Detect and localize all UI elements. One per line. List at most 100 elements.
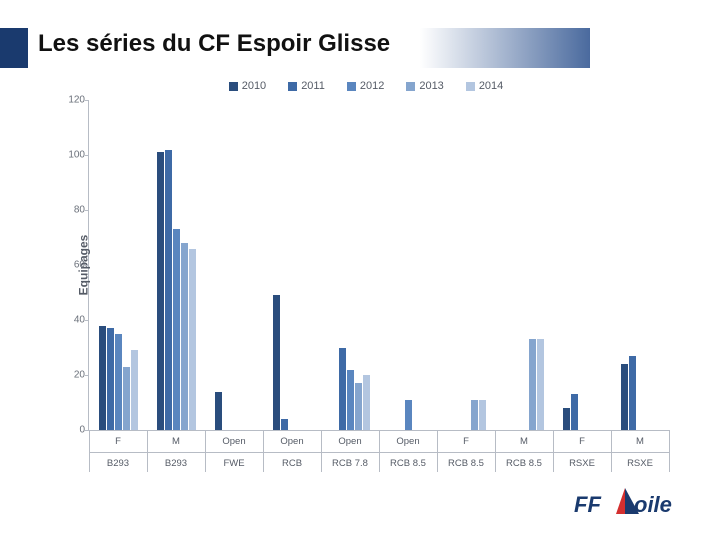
- legend-swatch: [229, 82, 238, 91]
- x-sub-tick: [611, 452, 612, 472]
- x-tick: [147, 430, 148, 452]
- x-category-label: F: [579, 436, 585, 447]
- y-tick-mark: [85, 100, 89, 101]
- y-tick-label: 0: [63, 425, 85, 436]
- x-tick: [495, 430, 496, 452]
- x-tick: [669, 430, 670, 452]
- x-category-label: Open: [396, 436, 419, 447]
- legend-label: 2012: [360, 80, 384, 92]
- bar-group: [93, 326, 143, 431]
- bar: [339, 348, 346, 431]
- x-tick: [89, 430, 90, 452]
- plot-area: Equipages 020406080100120FMOpenOpenOpenO…: [88, 100, 669, 431]
- x-category-label: M: [172, 436, 180, 447]
- bar: [181, 243, 188, 430]
- legend-item: 2013: [406, 80, 443, 92]
- x-sub-label: RCB 7.8: [332, 458, 368, 469]
- y-tick-label: 60: [63, 260, 85, 271]
- y-tick-label: 80: [63, 205, 85, 216]
- x-sub-tick: [205, 452, 206, 472]
- ffvoile-logo: FF oile: [574, 488, 694, 526]
- legend-swatch: [466, 82, 475, 91]
- x-category-label: Open: [280, 436, 303, 447]
- x-category-label: M: [520, 436, 528, 447]
- bar: [173, 229, 180, 430]
- y-tick-label: 120: [63, 95, 85, 106]
- legend-item: 2011: [288, 80, 325, 92]
- bar-group: [499, 339, 549, 430]
- x-tick: [379, 430, 380, 452]
- y-tick-label: 20: [63, 370, 85, 381]
- y-tick-mark: [85, 265, 89, 266]
- bar: [529, 339, 536, 430]
- x-category-label: Open: [222, 436, 245, 447]
- x-sub-label: RSXE: [569, 458, 595, 469]
- bar: [165, 150, 172, 431]
- legend-item: 2010: [229, 80, 266, 92]
- x-category-label: F: [115, 436, 121, 447]
- title-stripe: [0, 28, 28, 68]
- bar: [405, 400, 412, 430]
- x-sub-label: RCB 8.5: [448, 458, 484, 469]
- bar: [563, 408, 570, 430]
- x-sub-tick: [495, 452, 496, 472]
- bar: [131, 350, 138, 430]
- x-category-label: M: [636, 436, 644, 447]
- x-sub-label: RCB 8.5: [390, 458, 426, 469]
- bar: [281, 419, 288, 430]
- x-sub-tick: [147, 452, 148, 472]
- bar: [479, 400, 486, 430]
- legend-item: 2012: [347, 80, 384, 92]
- bar: [621, 364, 628, 430]
- logo-text-right: oile: [634, 492, 672, 518]
- slide-title: Les séries du CF Espoir Glisse: [38, 30, 390, 58]
- legend-swatch: [406, 82, 415, 91]
- x-tick: [611, 430, 612, 452]
- x-sub-label: RCB 8.5: [506, 458, 542, 469]
- legend: 2010 2011 2012 2013 2014: [56, 80, 676, 92]
- y-tick-label: 100: [63, 150, 85, 161]
- x-sub-tick: [321, 452, 322, 472]
- legend-label: 2013: [419, 80, 443, 92]
- legend-label: 2014: [479, 80, 503, 92]
- legend-label: 2011: [301, 80, 325, 92]
- x-tick: [263, 430, 264, 452]
- x-sub-tick: [89, 452, 90, 472]
- legend-label: 2010: [242, 80, 266, 92]
- x-sub-label: RSXE: [627, 458, 653, 469]
- y-tick-mark: [85, 210, 89, 211]
- bar: [471, 400, 478, 430]
- bar: [115, 334, 122, 430]
- bar-group: [441, 400, 491, 430]
- x-sub-tick: [263, 452, 264, 472]
- logo-text: FF: [574, 492, 601, 518]
- legend-swatch: [288, 82, 297, 91]
- bar: [347, 370, 354, 431]
- legend-swatch: [347, 82, 356, 91]
- bar: [99, 326, 106, 431]
- bar: [107, 328, 114, 430]
- bar-group: [209, 392, 259, 431]
- x-tick: [205, 430, 206, 452]
- x-tick: [321, 430, 322, 452]
- logo-sail-red: [616, 488, 625, 514]
- bar: [215, 392, 222, 431]
- x-sub-tick: [669, 452, 670, 472]
- bar-group: [615, 356, 665, 430]
- legend-item: 2014: [466, 80, 503, 92]
- x-category-label: F: [463, 436, 469, 447]
- chart: 2010 2011 2012 2013 2014 Equipages 020406080…: [56, 78, 676, 478]
- bar: [157, 152, 164, 430]
- y-tick-mark: [85, 375, 89, 376]
- x-sub-label: B293: [165, 458, 187, 469]
- bar: [355, 383, 362, 430]
- y-tick-mark: [85, 155, 89, 156]
- x-tick: [553, 430, 554, 452]
- bar: [189, 249, 196, 431]
- bar: [571, 394, 578, 430]
- bar-group: [557, 394, 607, 430]
- x-sub-label: RCB: [282, 458, 302, 469]
- x-sub-tick: [553, 452, 554, 472]
- bar-group: [151, 150, 201, 431]
- bar: [537, 339, 544, 430]
